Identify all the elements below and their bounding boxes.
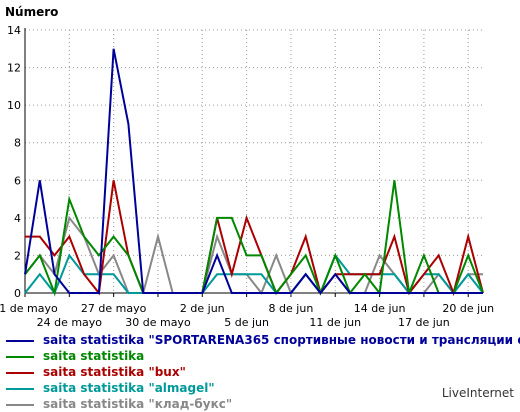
x-tick-label: 21 de mayo xyxy=(0,302,58,315)
x-tick-label: 8 de jun xyxy=(269,302,314,315)
legend-swatch xyxy=(6,388,34,390)
legend-swatch xyxy=(6,356,34,358)
x-tick-label: 20 de jun xyxy=(442,302,494,315)
x-tick-label: 30 de mayo xyxy=(125,316,191,329)
x-tick-label: 17 de jun xyxy=(398,316,450,329)
legend-entry: saita statistika "bux" xyxy=(0,364,520,380)
brand-label: LiveInternet xyxy=(441,386,514,400)
legend-label: saita statistika xyxy=(43,349,145,363)
legend-label: saita statistika "SPORTARENA365 спортивн… xyxy=(43,333,520,347)
y-tick-label: 8 xyxy=(14,137,21,150)
legend-swatch xyxy=(6,372,34,374)
y-axis-title: Número xyxy=(5,5,58,19)
legend-swatch xyxy=(6,404,34,406)
line-chart: 0 2 4 6 8 10 12 14 21 de mayo 27 de mayo 2 de jun… xyxy=(0,5,494,329)
y-tick-label: 14 xyxy=(7,24,21,37)
x-tick-label: 2 de jun xyxy=(180,302,225,315)
series-line-0 xyxy=(24,48,483,295)
legend-swatch xyxy=(6,340,34,342)
x-tick-label: 14 de jun xyxy=(354,302,406,315)
y-tick-label: 6 xyxy=(14,174,21,187)
legend-label: saita statistika "almagel" xyxy=(43,381,215,395)
y-tick-label: 2 xyxy=(14,249,21,262)
x-ticks: 21 de mayo 27 de mayo 2 de jun 8 de jun 14 d… xyxy=(0,302,494,329)
y-ticks: 0 2 4 6 8 10 12 14 xyxy=(7,24,21,300)
y-tick-label: 12 xyxy=(7,62,21,75)
axes xyxy=(24,28,483,297)
legend-entry: saita statistika "SPORTARENA365 спортивн… xyxy=(0,332,520,348)
series-lines xyxy=(24,48,484,297)
grid xyxy=(25,29,483,293)
legend-entry: saita statistika "almagel" xyxy=(0,380,520,396)
legend-label: saita statistika "клад-букс" xyxy=(43,397,233,411)
legend-entry: saita statistika xyxy=(0,348,520,364)
x-tick-label: 24 de mayo xyxy=(37,316,103,329)
legend: saita statistika "SPORTARENA365 спортивн… xyxy=(0,332,520,412)
x-tick-label: 11 de jun xyxy=(309,316,361,329)
x-tick-label: 5 de jun xyxy=(224,316,269,329)
y-tick-label: 10 xyxy=(7,99,21,112)
legend-label: saita statistika "bux" xyxy=(43,365,186,379)
y-tick-label: 0 xyxy=(14,287,21,300)
y-tick-label: 4 xyxy=(14,212,21,225)
x-tick-label: 27 de mayo xyxy=(81,302,147,315)
series-line-2 xyxy=(25,180,484,297)
